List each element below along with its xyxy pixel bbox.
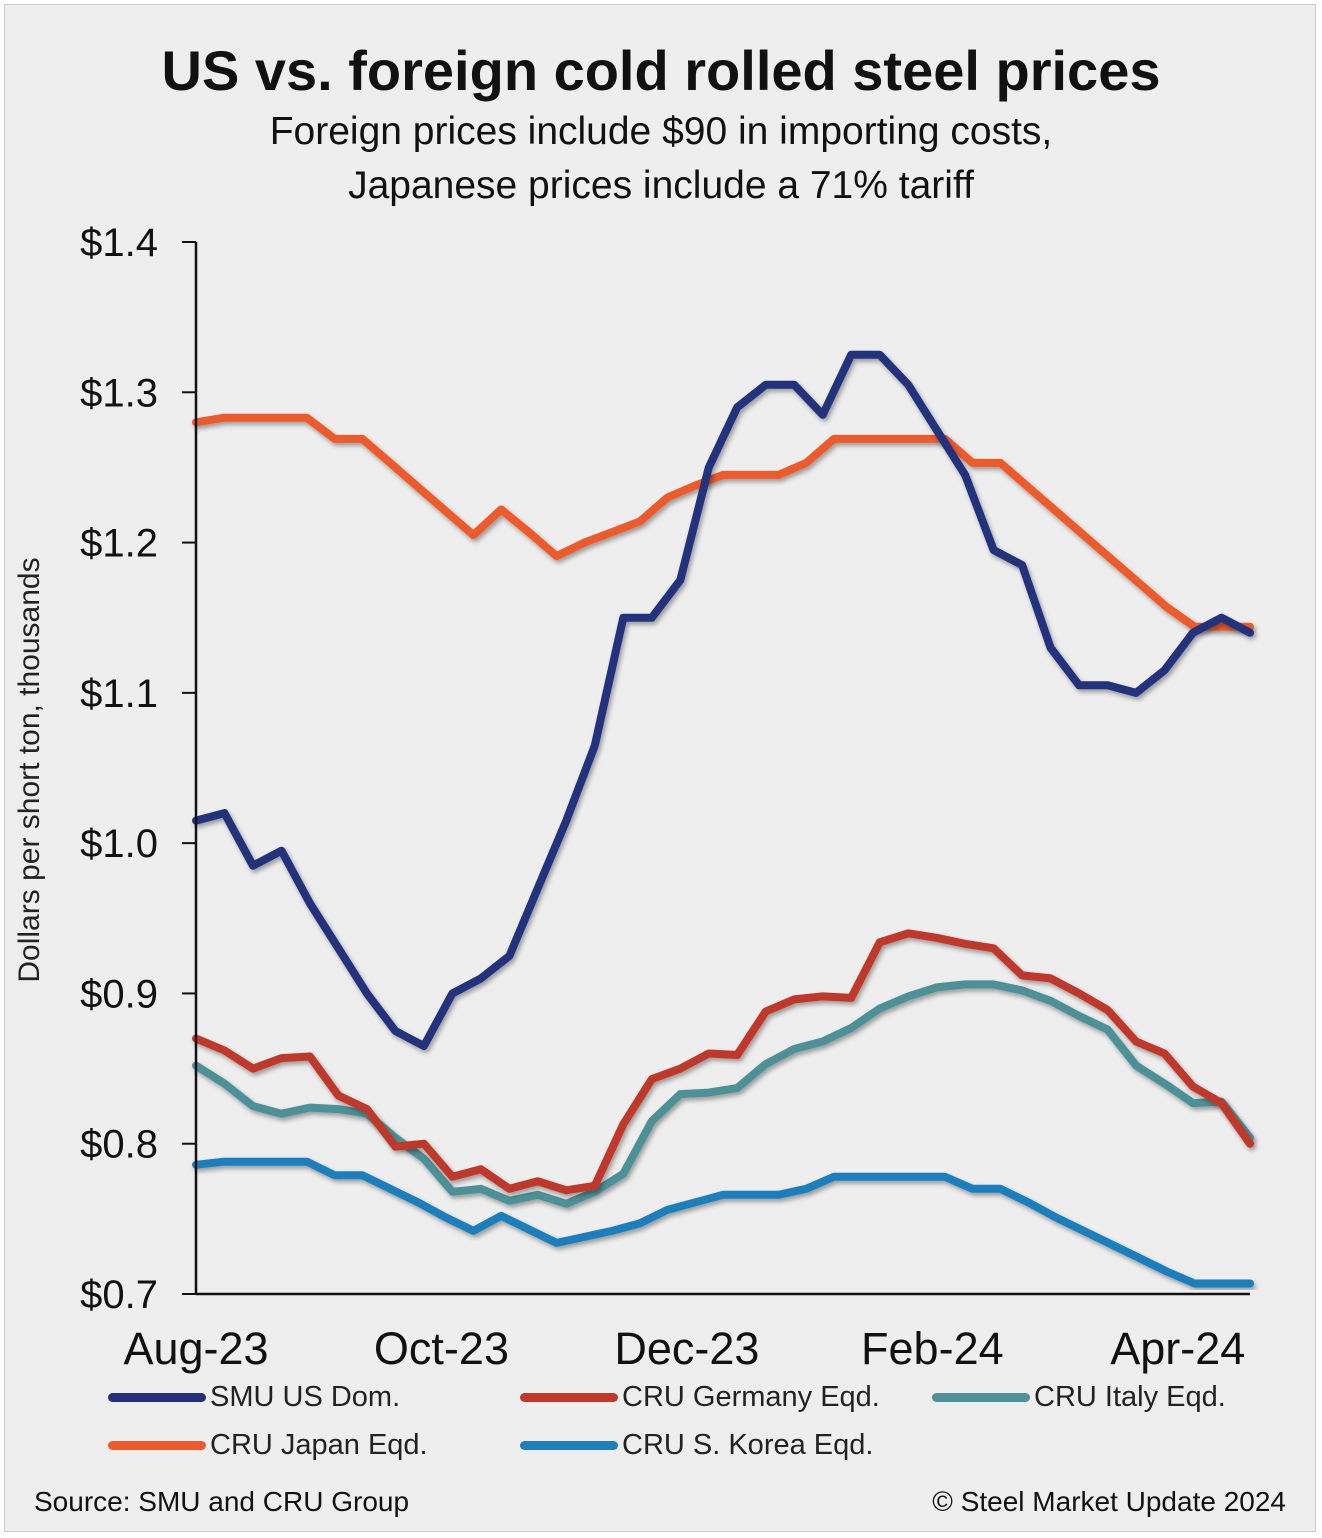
y-tick-label: $0.8: [80, 1123, 158, 1167]
legend-item: CRU S. Korea Eqd.: [520, 1425, 873, 1465]
legend-label: CRU Germany Eqd.: [622, 1380, 880, 1413]
y-tick-label: $1.2: [80, 522, 158, 566]
chart-subtitle-line2: Japanese prices include a 71% tariff: [348, 164, 974, 207]
y-tick-label: $0.9: [80, 972, 158, 1016]
legend-swatch: [108, 1440, 206, 1450]
series-line-cru-germany-eqd: [192, 929, 1254, 1195]
source-note: Source: SMU and CRU Group: [34, 1486, 410, 1517]
series-line-cru-italy-eqd: [192, 980, 1254, 1208]
x-axis-ticks: Aug-23 Oct-23 Dec-23 Feb-24 Apr-24: [123, 1323, 1245, 1374]
legend-swatch: [932, 1392, 1030, 1402]
copyright-note: © Steel Market Update 2024: [932, 1486, 1286, 1517]
chart-frame: [4, 4, 1316, 1532]
legend-label: CRU Italy Eqd.: [1034, 1380, 1226, 1413]
legend-swatch: [520, 1440, 618, 1450]
y-tick-label: $1.4: [80, 221, 158, 265]
y-tick-label: $0.7: [80, 1273, 158, 1317]
y-tick-label: $1.1: [80, 672, 158, 716]
x-tick-label: Dec-23: [614, 1323, 759, 1374]
legend-swatch: [520, 1392, 618, 1402]
x-tick-label: Feb-24: [861, 1323, 1004, 1374]
x-tick-label: Oct-23: [374, 1323, 509, 1374]
legend-item: CRU Germany Eqd.: [520, 1377, 880, 1417]
series-line-smu-us-dom: [192, 350, 1254, 1050]
x-tick-label: Aug-23: [123, 1323, 268, 1374]
legend-item: CRU Italy Eqd.: [932, 1377, 1226, 1417]
series-lines: [192, 350, 1254, 1288]
series-line-cru-s-korea-eqd: [192, 1157, 1254, 1288]
y-axis-ticks: $0.7 $0.8 $0.9 $1.0 $1.1 $1.2 $1.3 $1.4: [80, 221, 196, 1317]
legend-label: CRU S. Korea Eqd.: [622, 1428, 874, 1461]
series-line-cru-japan-eqd: [192, 413, 1254, 631]
legend-label: SMU US Dom.: [210, 1380, 401, 1413]
x-tick-label: Apr-24: [1110, 1323, 1245, 1374]
chart-title: US vs. foreign cold rolled steel prices: [161, 39, 1161, 102]
y-tick-label: $1.0: [80, 822, 158, 866]
chart-subtitle-line1: Foreign prices include $90 in importing …: [269, 110, 1053, 153]
legend-swatch: [108, 1392, 206, 1402]
legend-item: SMU US Dom.: [108, 1377, 400, 1417]
legend-label: CRU Japan Eqd.: [210, 1428, 428, 1461]
legend-item: CRU Japan Eqd.: [108, 1425, 428, 1465]
axes: [194, 242, 1250, 1296]
y-tick-label: $1.3: [80, 371, 158, 415]
